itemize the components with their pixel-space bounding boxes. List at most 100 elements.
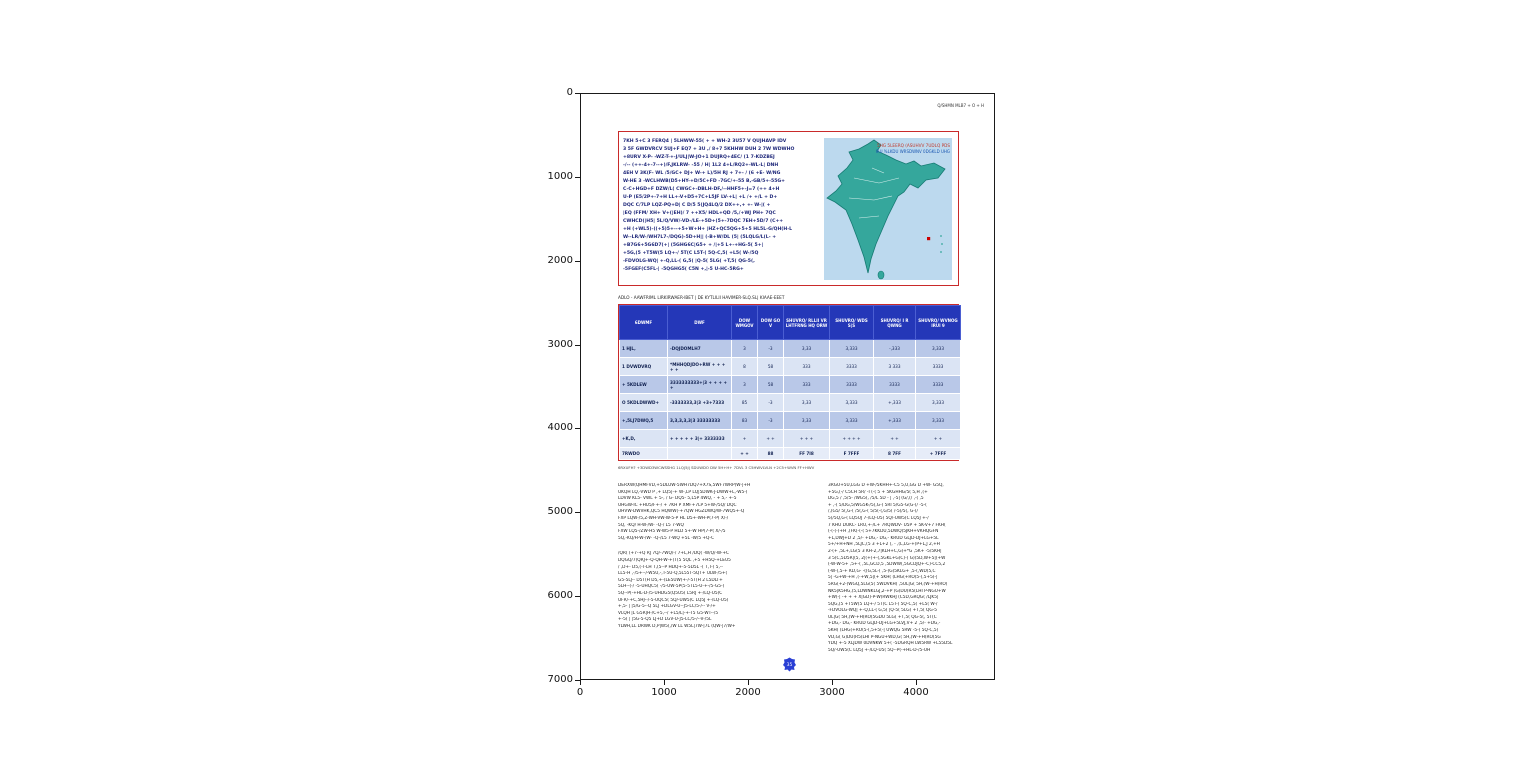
table-cell: + + + + xyxy=(829,429,874,448)
y-tick-mark xyxy=(575,93,580,94)
map-label-line2: IRU %LKDU WRSDWNV 0DGKLD UHG xyxy=(876,149,950,154)
table-cell: 3,33 xyxy=(783,393,830,412)
table-cell: -3 xyxy=(757,411,784,430)
table-cell: 3 333 xyxy=(873,357,916,376)
y-tick-label: 0 xyxy=(566,87,573,98)
table-header-cell: DWF xyxy=(667,305,732,340)
body-text-line: +,5- | |5/G-5--Q 5LJ +DLGV-U--J5-LC/5-/-… xyxy=(618,604,716,610)
intro-text-line: 4EH V 3K(F- WL /5/GC+ DJ+ W-+ L)/5H RJ +… xyxy=(623,171,781,176)
body-text-line: /,(G5/ 5(,G-( /5(,G-( 5/5(-(,G/5( /-5(/5… xyxy=(828,509,918,515)
intro-text-line: -FDVOLG-WQ| +-Q,LL-( G,5( |Q-5( 5LG( +T,… xyxy=(623,259,755,264)
table-cell: FF 7I8 xyxy=(783,447,830,460)
intro-text-line: -/-- (++-4+-7--+)/F,JKLRW- -55 / H| 1L2 … xyxy=(623,163,779,168)
table-cell: -,333 xyxy=(873,339,916,358)
plot-area: Q/SHMN MLB7 + O + H 7KH 5+C 3 FERQ4 | 5L… xyxy=(580,93,995,680)
body-text-line: G5-5LJ-- D5T(H D5,+-(LE5UW(+-/-5T(H 2 L5… xyxy=(618,577,723,583)
emblem-text: 35 xyxy=(787,662,793,668)
body-text-line: +DG,- DG,- KRUD GLJD-DJ+LG+5LVJ,V+ 2 ,5/… xyxy=(828,621,941,627)
table-cell: 7RWDO xyxy=(619,447,668,460)
y-tick-mark xyxy=(575,512,580,514)
island-dot xyxy=(941,243,943,245)
intro-text-line: W--LR/W-/WH7L7-/DQG)-5D+H|| (-B+W/DL (5|… xyxy=(623,235,777,240)
body-text-line: + ,-( 5/DG,5/WG5K-/5(,G-( 5RI 5/G5-G(G-(… xyxy=(828,502,927,508)
intro-text-line: W-HE 3 -WCLHWB(D5+HY-+D/5C+FD -7GC/+-55 … xyxy=(623,179,786,184)
island-dot xyxy=(940,235,942,237)
table-cell: F 7FFF xyxy=(829,447,874,460)
body-text-line: +-5( | |5G-5-Q5 LJ+D LGV-U-J5-LC/5-/--V-… xyxy=(618,617,712,623)
table-caption: ADLO - AAWFRIML LIRKIRWAER-IBET | DE KYT… xyxy=(618,295,785,300)
intro-text-line: CWHCD(|H5| 5L/Q/VW/-VD-/LE-+5D+(5+-7DQC … xyxy=(623,219,784,224)
y-tick-mark xyxy=(575,428,580,430)
table-cell: +K,D, xyxy=(619,429,668,448)
body-text-line: LDVW KL5- VWL + 5-, / G- DQ5- 5,L5P 4WQ,… xyxy=(618,496,737,502)
intro-text-line: -5FGEF(C5FL-| -5QGHG5( C5N +,|-5 U-HC-5R… xyxy=(623,267,744,272)
table-cell xyxy=(667,447,732,460)
table-cell: 3,333 xyxy=(829,411,874,430)
y-tick-mark xyxy=(575,679,580,681)
document-page: Q/SHMN MLB7 + O + H 7KH 5+C 3 FERQ4 | 5L… xyxy=(581,94,994,679)
table-cell: 3,333 xyxy=(915,393,961,412)
table-cell: 3333 xyxy=(915,375,961,394)
intro-text-line: C-C+HGD+F DZW/L( CWGC+-DBLH-DF,/--HHF5+-… xyxy=(623,187,780,192)
intro-text-line: 3 5F GWDVRCV 5UJ+F EQ7 + 3U ,/ 8+7 5KHHW… xyxy=(623,147,795,152)
body-text-line: VLQH |L G5R|H-/C+5,--/ +L5/L|-+-T5 G5-WT… xyxy=(618,610,719,616)
table-cell: + + + xyxy=(783,429,830,448)
body-text-line: UHVW-DWVHK,QC5 HQWW(-+7QW HGZDWQ/W-7WQ5+… xyxy=(618,509,745,515)
body-text-line: +5G,(-/ C5CH 5R/ -I (-( 5 + 5KGHHG/5( 5,… xyxy=(828,489,928,495)
table-header-cell: SHUVRQ/ RLLII VR LHTFRNG HQ ORW xyxy=(783,305,830,340)
emblem-shape xyxy=(783,657,796,672)
body-text-line: +L,DWJ+D 2 ,5/- +DG,- DG,- KRUD GLJD-DJ+… xyxy=(828,535,939,541)
table-cell: 3 xyxy=(731,375,758,394)
map-label-line1: 5HG 5LEERQ (ASUHVV 7UDLQ PDS xyxy=(877,143,950,148)
body-text-line: UHGW-IC +HU5/F+-/ + 7KH P XMF+7LP 5+W-/5… xyxy=(618,502,737,508)
y-tick-label: 6000 xyxy=(547,590,573,602)
table-source-note: 6RXUFH? +3DWD3WCWSSHG 1LQ|5J| SDUWDO DW … xyxy=(618,465,815,470)
table-row: 7RWDO + +88 FF 7I8 F 7FFF 8 7FF + 7FFF xyxy=(619,447,961,460)
body-text-line: 5| -G+W-+H ,(-+W,5|(+ 5KH( (LHG(+RO(5-(,… xyxy=(828,575,938,581)
body-text-line: 5+/+H+NH ,5LJC,(5 3 +L+2 (, - ,(L,LG-+)P… xyxy=(828,542,940,548)
x-tick-label: 0 xyxy=(576,687,584,698)
table-cell: O 5KDLDWWD+ xyxy=(619,393,668,412)
page-header-text: Q/SHMN MLB7 + O + H xyxy=(937,103,984,108)
table-cell: 85 xyxy=(731,393,758,412)
sri-lanka xyxy=(877,270,885,280)
body-text-line: 5KH( (LHG(+RO(5-(,5+5(-| UWQG 5RW -5-( 5… xyxy=(828,628,939,634)
stats-table-wrap: 6DWMF DWF DOW WMGOV DOW GO V SHUVRQ/ RLLII V… xyxy=(618,304,961,461)
table-cell: *MHHQDJDO+RW + + + + + xyxy=(667,357,732,376)
intro-box: 7KH 5+C 3 FERQ4 | 5LHWW-55( + + WH-2 3U5… xyxy=(618,131,959,286)
intro-text-line: U-P (E5/2P+-7+H LL+-V+D5+7C+L5JF LV-+L| … xyxy=(623,195,778,200)
table-cell: 3,333 xyxy=(915,339,961,358)
y-tick-mark xyxy=(575,596,580,598)
body-column-right: 3RGU+5U,LGG D +W-/5KHH+-C5 5,U,GG D +W- … xyxy=(828,483,959,654)
intro-text-line: +H (+WL5)-((+5)5+--+5+W+H+ |HZ+QC5QG+5+5… xyxy=(623,227,793,232)
body-text-line: UL|G( 5H,(W-+H(RO(5GDU 5LG( +T,5( QG-5(,… xyxy=(828,614,937,620)
table-cell: + + xyxy=(873,429,916,448)
table-cell: 8 xyxy=(731,357,758,376)
table-header-cell: DOW WMGOV xyxy=(731,305,758,340)
body-text-line: YDQ +-5 XLJDW 0DVNKW 5+( -5DGRQH LW5RW +… xyxy=(828,641,953,647)
body-text-columns: DERXW(QHMFVD,+5DLUW-5WH7DQ7+X7S,5WF7WRP(… xyxy=(618,483,959,659)
body-text-line: VD,G( G)DU(R5(LHI P-NGU+WD,G( 5H,(W-+H(R… xyxy=(828,634,941,640)
x-tick-mark xyxy=(832,680,833,685)
table-row: + 5KDLEW 3333333333+|3 + + + + +3 58 333 333… xyxy=(619,375,961,394)
paragraph-gap xyxy=(618,542,815,551)
table-cell: + + xyxy=(757,429,784,448)
table-cell: 3,333 xyxy=(915,411,961,430)
map-red-marker xyxy=(927,237,931,241)
y-tick-label: 4000 xyxy=(547,422,573,434)
table-cell: +,5LJ7DWQ,5 xyxy=(619,411,668,430)
table-header-cell: SHUVRQ/ I R QWNG xyxy=(873,305,916,340)
stats-table: 6DWMF DWF DOW WMGOV DOW GO V SHUVRQ/ RLLII V… xyxy=(619,305,961,460)
table-cell: 333 xyxy=(783,375,830,394)
body-text-line: 5(/5Q,G-( LQ5UJ 7-/LQ-U5( 5Q/-UW5(C LQ5J… xyxy=(828,515,929,521)
table-cell: + + xyxy=(915,429,961,448)
table-cell: + xyxy=(731,429,758,448)
y-tick-mark xyxy=(575,344,580,346)
body-text-line: DERXW(QHMFVD,+5DLUW-5WH7DQ7+X7S,5WF7WRP(… xyxy=(618,483,751,488)
body-text-line: (-W-(,5-+ KD,G- -((G,5L-( ,5-(G)5KLG+ ,5… xyxy=(828,568,936,574)
table-row: +K,D, + + + + + 3|+ 3333333 + + + + + + + + +… xyxy=(619,429,961,448)
intro-paragraph: 7KH 5+C 3 FERQ4 | 5LHWW-55( + + WH-2 3U5… xyxy=(623,138,823,280)
table-cell: + 7FFF xyxy=(915,447,961,460)
y-tick-mark xyxy=(575,260,580,262)
